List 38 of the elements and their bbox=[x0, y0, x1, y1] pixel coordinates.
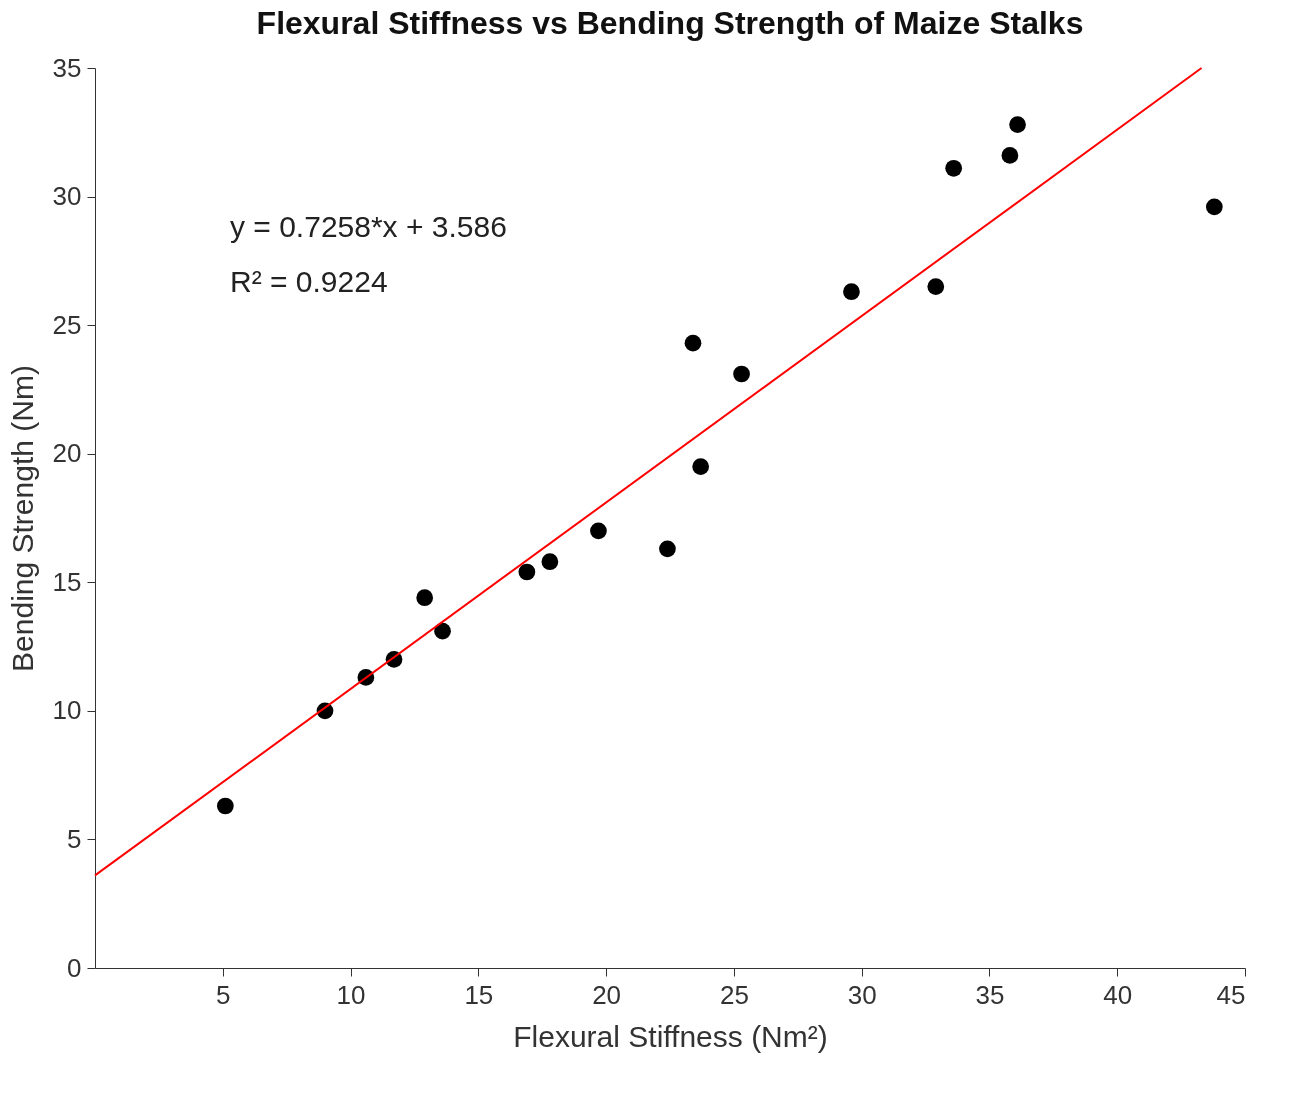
point bbox=[1001, 147, 1019, 164]
x-axis-title: Flexural Stiffness (Nm²) bbox=[513, 1019, 828, 1053]
point bbox=[518, 563, 536, 581]
point bbox=[434, 622, 451, 640]
point bbox=[945, 159, 963, 177]
y-tick-label: 35 bbox=[52, 52, 82, 83]
point bbox=[843, 283, 860, 301]
annotation: y = 0.7258*x + 3.586 bbox=[230, 210, 507, 243]
x-tick-label: 5 bbox=[216, 979, 231, 1010]
x-tick-label: 45 bbox=[1216, 979, 1246, 1010]
y-tick-label: 10 bbox=[52, 695, 82, 726]
y-tick-label: 25 bbox=[52, 309, 82, 340]
point bbox=[416, 589, 434, 607]
point bbox=[659, 540, 676, 558]
x-tick-label: 25 bbox=[719, 979, 749, 1010]
point bbox=[216, 797, 234, 815]
x-tick-label: 10 bbox=[336, 979, 366, 1010]
point bbox=[1205, 198, 1223, 216]
annotation: R² = 0.9224 bbox=[230, 265, 388, 298]
y-axis-title: Bending Strength (Nm) bbox=[5, 365, 39, 672]
point bbox=[684, 334, 702, 352]
x-tick-label: 15 bbox=[464, 979, 494, 1010]
x-tick-label: 20 bbox=[592, 979, 622, 1010]
point bbox=[541, 553, 559, 571]
x-tick-label: 35 bbox=[975, 979, 1005, 1010]
y-tick-label: 20 bbox=[52, 438, 82, 469]
point bbox=[733, 365, 750, 383]
x-tick-label: 40 bbox=[1103, 979, 1133, 1010]
point bbox=[692, 458, 710, 475]
y-tick-label: 5 bbox=[67, 823, 82, 854]
point bbox=[590, 522, 607, 540]
point bbox=[927, 278, 945, 295]
y-tick-label: 30 bbox=[52, 181, 82, 212]
chart-title: Flexural Stiffness vs Bending Strength of Maize Stalks bbox=[256, 5, 1084, 41]
point bbox=[1009, 116, 1026, 133]
y-tick-label: 0 bbox=[67, 952, 82, 983]
x-tick-label: 30 bbox=[847, 979, 877, 1010]
y-tick-label: 15 bbox=[52, 566, 82, 597]
